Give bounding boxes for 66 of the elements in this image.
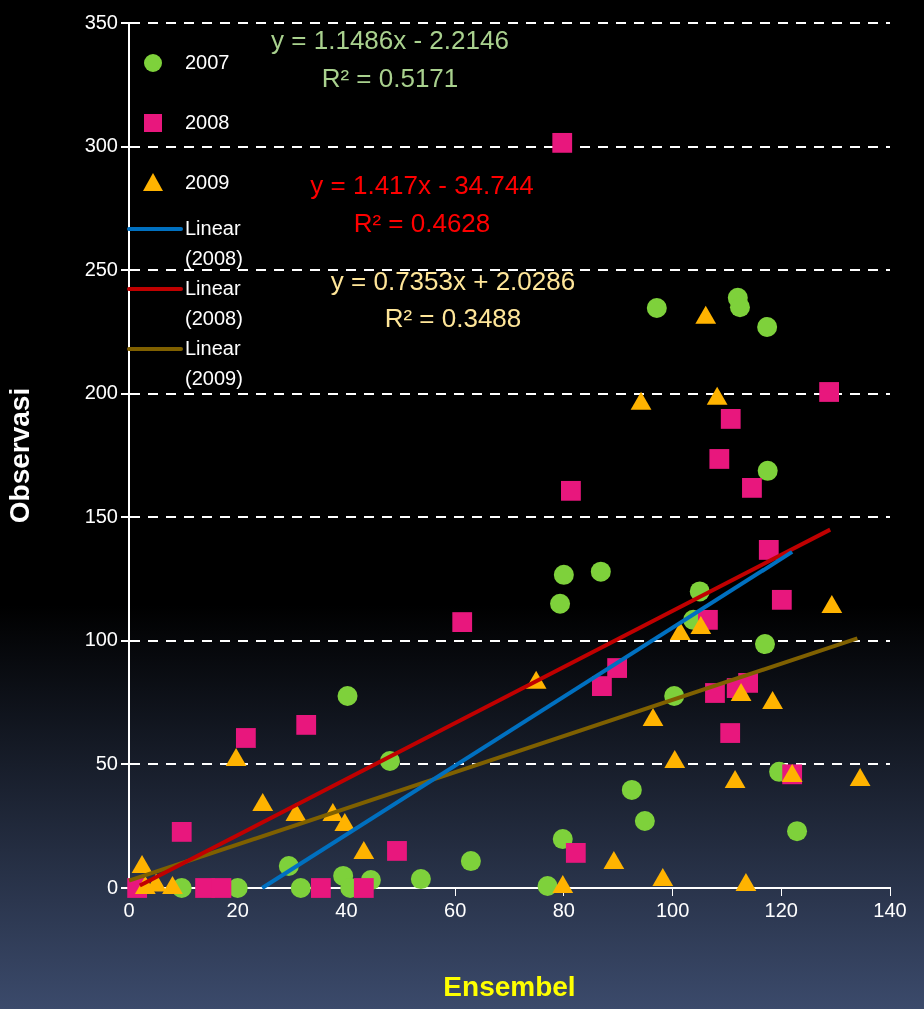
- point: [720, 723, 741, 743]
- annotation: y = 0.7353x + 2.0286: [330, 266, 576, 297]
- point: [211, 878, 232, 898]
- point: [819, 382, 840, 402]
- legend-label: 2009: [185, 170, 230, 193]
- point: [757, 316, 778, 337]
- point: [561, 480, 581, 501]
- point: [757, 460, 778, 481]
- point: [387, 841, 407, 861]
- annotation: R² = 0.3488: [384, 303, 522, 334]
- point: [758, 540, 779, 560]
- y-tick-label: 150: [84, 504, 118, 527]
- y-tick-label: 350: [84, 10, 118, 33]
- legend-label: Linear (2008): [185, 276, 243, 329]
- y-tick-label: 300: [84, 134, 118, 157]
- point: [296, 714, 317, 735]
- point: [729, 297, 750, 318]
- point: [754, 634, 775, 655]
- point: [646, 297, 667, 318]
- point: [552, 132, 573, 153]
- point: [460, 851, 481, 872]
- point: [720, 409, 741, 429]
- x-tick-label: 140: [873, 898, 907, 921]
- annotation: R² = 0.4628: [353, 208, 491, 239]
- point: [452, 612, 473, 632]
- point: [787, 821, 808, 842]
- point: [171, 822, 192, 842]
- annotation: y = 1.417x - 34.744: [310, 170, 534, 201]
- y-axis-title: Observasi: [3, 387, 35, 524]
- point: [771, 589, 792, 610]
- point: [353, 878, 374, 898]
- x-tick-label: 60: [444, 898, 467, 921]
- y-tick-label: 100: [84, 628, 118, 651]
- x-tick-label: 120: [764, 898, 798, 921]
- x-tick-label: 40: [335, 898, 358, 921]
- point: [590, 561, 611, 582]
- point: [550, 593, 571, 614]
- x-axis-title: Ensembel: [443, 970, 576, 1002]
- point: [553, 564, 574, 585]
- point: [410, 869, 431, 890]
- legend-label: 2007: [185, 50, 230, 73]
- y-tick-label: 50: [95, 751, 118, 774]
- point: [552, 829, 573, 850]
- point: [565, 843, 586, 863]
- point: [337, 685, 358, 706]
- y-tick-label: 250: [84, 257, 118, 280]
- point: [634, 811, 655, 832]
- point: [537, 876, 558, 897]
- point: [290, 878, 311, 898]
- x-tick-label: 0: [123, 898, 135, 921]
- annotation: R² = 0.5171: [321, 63, 459, 94]
- annotation: y = 1.1486x - 2.2146: [271, 25, 509, 56]
- legend-label: Linear (2009): [185, 336, 243, 389]
- point: [709, 449, 730, 469]
- x-tick-label: 100: [655, 898, 690, 921]
- y-tick-label: 200: [84, 381, 118, 404]
- x-tick-label: 80: [552, 898, 575, 921]
- y-tick-label: 0: [106, 875, 118, 898]
- point: [310, 878, 331, 898]
- legend-label: Linear (2008): [185, 216, 243, 269]
- x-tick-label: 20: [226, 898, 249, 921]
- point: [621, 779, 642, 800]
- legend-label: 2008: [185, 110, 230, 133]
- point: [742, 477, 762, 498]
- point: [592, 676, 612, 696]
- point: [235, 728, 256, 748]
